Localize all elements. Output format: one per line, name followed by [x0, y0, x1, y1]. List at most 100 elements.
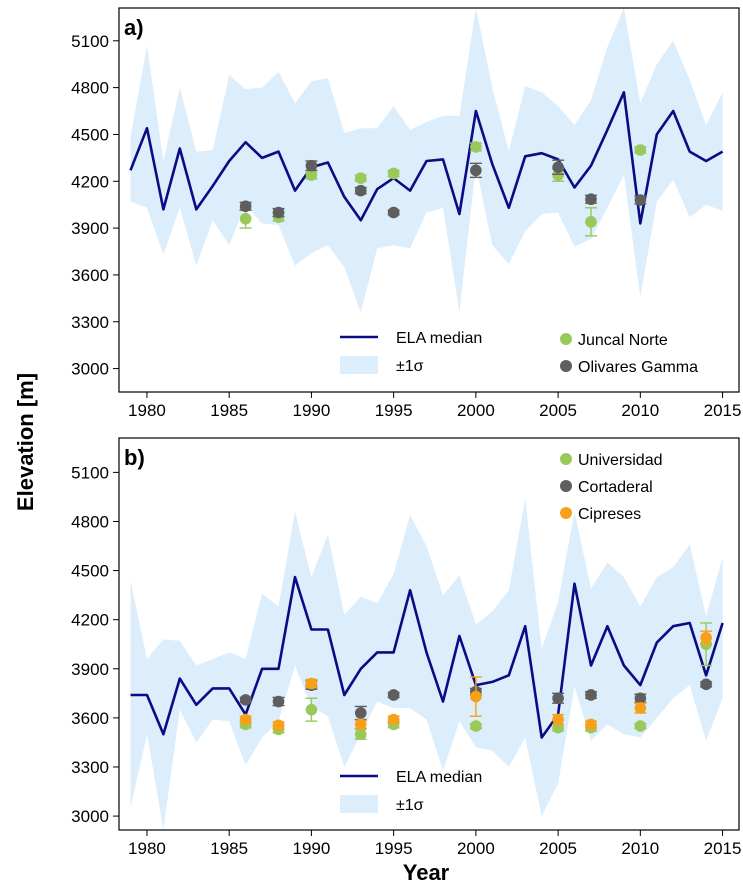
y-tick-label: 4200: [71, 172, 109, 191]
y-tick-label: 3900: [71, 219, 109, 238]
data-point: [354, 184, 367, 197]
legend-series-swatch: [560, 453, 572, 465]
y-tick-label: 4800: [71, 512, 109, 531]
data-point: [305, 703, 318, 716]
legend-band-swatch: [340, 795, 378, 813]
x-tick-label: 1980: [128, 839, 166, 858]
plot-area: [130, 498, 724, 830]
data-point: [552, 692, 564, 705]
data-point: [552, 161, 564, 174]
legend-series-swatch: [560, 480, 572, 492]
x-axis-title: Year: [403, 860, 450, 885]
data-point: [354, 718, 367, 731]
legend: ELA median ±1σ Juncal Norte Olivares Gamma: [340, 330, 698, 376]
y-tick-label: 3600: [71, 709, 109, 728]
panel-a: 3000 3300 3600 3900 4200 4500 4800 5100 1980 1985…: [71, 7, 742, 420]
x-tick-label: 1995: [375, 839, 413, 858]
data-point: [354, 172, 367, 184]
y-tick-label: 5100: [71, 463, 109, 482]
data-point: [305, 677, 318, 690]
data-point: [239, 212, 252, 225]
panel-b: 3000 3300 3600 3900 4200 4500 4800 5100 1980 1985…: [71, 437, 742, 858]
x-tick-label: 2010: [621, 839, 659, 858]
x-tick-label: 2005: [539, 401, 577, 420]
data-point: [387, 713, 400, 726]
data-point: [634, 702, 647, 714]
x-tick-label: 2005: [539, 839, 577, 858]
x-tick-label: 1980: [128, 401, 166, 420]
x-tick-label: 2000: [457, 401, 495, 420]
y-tick-label: 3000: [71, 807, 109, 826]
data-point: [700, 678, 712, 691]
data-point: [239, 694, 252, 706]
legend-series-swatch: [560, 333, 572, 345]
data-point: [585, 216, 597, 228]
plot-area: [129, 8, 724, 313]
y-tick-label: 5100: [71, 32, 109, 51]
legend-band-label: ±1σ: [396, 358, 424, 375]
data-point: [470, 141, 482, 153]
data-point: [305, 169, 318, 181]
data-point: [634, 692, 647, 705]
x-tick-label: 1990: [292, 401, 330, 420]
data-point: [239, 200, 252, 213]
legend: ELA median ±1σ Universidad Cortaderal Cipres…: [340, 452, 662, 814]
data-point: [585, 193, 597, 206]
data-point: [634, 194, 647, 206]
data-point: [239, 713, 252, 726]
x-tick-label: 2015: [704, 401, 742, 420]
legend-series-swatch: [560, 360, 572, 372]
plot-frame: [118, 7, 740, 393]
data-point: [272, 719, 285, 732]
y-tick-label: 3000: [71, 360, 109, 379]
series-olivares-gamma: [239, 159, 647, 219]
x-tick-label: 2015: [704, 839, 742, 858]
legend-band-swatch: [340, 356, 378, 374]
data-point: [634, 144, 647, 156]
data-point: [387, 167, 400, 180]
data-point: [634, 720, 647, 732]
legend-series-label: Juncal Norte: [578, 332, 668, 349]
x-tick-label: 1985: [210, 839, 248, 858]
y-tick-label: 3600: [71, 266, 109, 285]
data-point: [552, 713, 564, 726]
plot-frame: [118, 437, 740, 831]
legend-band-label: ±1σ: [396, 797, 424, 814]
data-point: [354, 707, 367, 719]
legend-series-label: Cipreses: [578, 506, 641, 523]
legend-median-label: ELA median: [396, 330, 482, 347]
data-point: [387, 689, 400, 701]
y-tick-label: 4200: [71, 611, 109, 630]
x-tick-label: 2010: [621, 401, 659, 420]
x-tick-label: 1985: [210, 401, 248, 420]
y-tick-label: 3900: [71, 660, 109, 679]
y-tick-label: 4500: [71, 125, 109, 144]
y-tick-label: 3300: [71, 758, 109, 777]
data-point: [585, 718, 597, 731]
data-point: [305, 159, 318, 172]
data-point: [470, 720, 482, 732]
data-point: [470, 690, 482, 703]
legend-series-swatch: [560, 507, 572, 519]
data-point: [272, 695, 285, 708]
x-tick-label: 1990: [292, 839, 330, 858]
data-point: [387, 206, 400, 219]
legend-median-label: ELA median: [396, 769, 482, 786]
x-tick-label: 1995: [375, 401, 413, 420]
sigma-band: [130, 498, 723, 830]
legend-series-label: Olivares Gamma: [578, 359, 698, 376]
panel-label: b): [124, 445, 145, 470]
panel-label: a): [124, 15, 144, 40]
x-tick-label: 2000: [457, 839, 495, 858]
ela-median-line: [129, 91, 724, 225]
y-tick-label: 4500: [71, 562, 109, 581]
y-tick-label: 3300: [71, 313, 109, 332]
data-point: [354, 728, 367, 741]
data-point: [272, 206, 285, 219]
y-axis-title: Elevation [m]: [13, 373, 38, 511]
legend-series-label: Universidad: [578, 452, 662, 469]
ela-median-line: [130, 575, 724, 739]
data-point: [470, 164, 482, 177]
data-point: [700, 631, 712, 644]
legend-series-label: Cortaderal: [578, 479, 653, 496]
